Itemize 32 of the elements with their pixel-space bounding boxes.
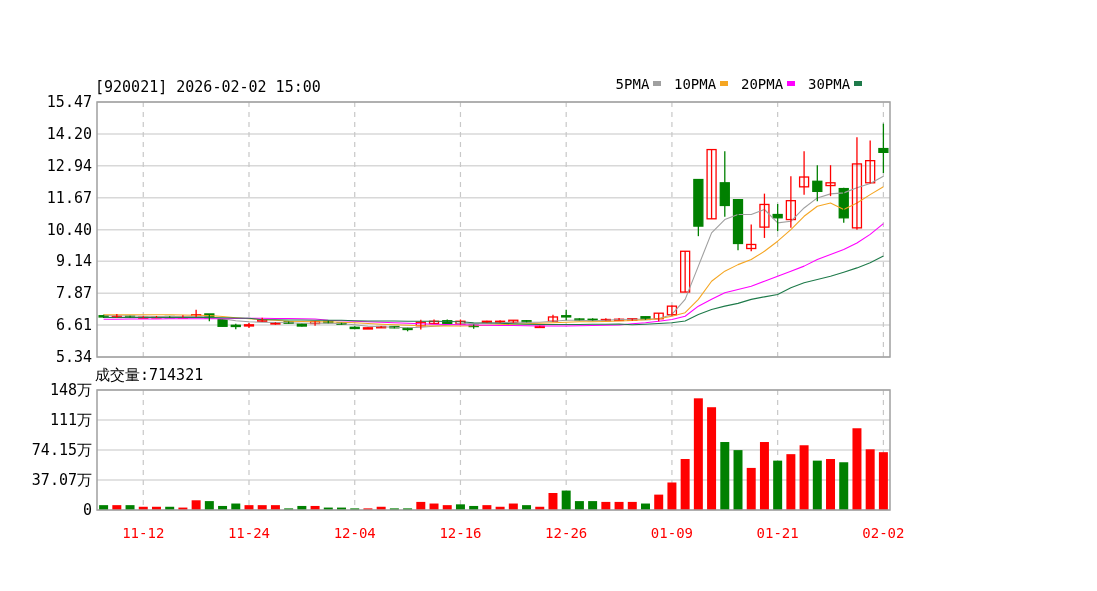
x-tick-label: 01-09 (650, 525, 693, 541)
y-tick-label: 74.15万 (31, 440, 92, 459)
x-tick-label: 11-24 (227, 525, 271, 541)
legend-item: 10PMA (674, 76, 728, 92)
legend-label: 10PMA (674, 76, 717, 92)
legend-item: 5PMA (615, 76, 661, 92)
y-tick-label: 37.07万 (31, 471, 92, 489)
legend-label: 5PMA (615, 76, 650, 92)
x-tick-label: 01-21 (756, 525, 799, 541)
legend-label: 20PMA (741, 76, 784, 92)
chart-title: 成交量:714321 (95, 366, 204, 384)
y-tick-label: 11.67 (46, 188, 92, 207)
x-tick-label: 12-04 (333, 525, 376, 541)
chart-title: [920021] 2026-02-02 15:00 (95, 78, 321, 96)
y-tick-label: 14.20 (46, 124, 92, 143)
y-tick-label: 9.14 (55, 252, 92, 271)
y-tick-label: 111万 (49, 411, 92, 429)
y-tick-label: 0 (82, 501, 92, 519)
y-tick-label: 148万 (49, 381, 92, 399)
x-tick-label: 12-16 (439, 525, 482, 541)
y-tick-label: 7.87 (55, 284, 92, 303)
y-tick-label: 6.61 (55, 316, 92, 335)
x-tick-label: 12-26 (545, 525, 588, 541)
x-tick-label: 11-12 (122, 525, 165, 541)
x-tick-label: 02-02 (862, 525, 905, 541)
y-tick-label: 5.34 (55, 348, 92, 366)
y-tick-label: 10.40 (46, 220, 92, 239)
y-tick-label: 12.94 (46, 156, 92, 175)
legend-item: 30PMA (808, 76, 862, 92)
legend-label: 30PMA (808, 76, 851, 92)
y-tick-label: 15.47 (46, 93, 92, 111)
legend-item: 20PMA (741, 76, 795, 92)
